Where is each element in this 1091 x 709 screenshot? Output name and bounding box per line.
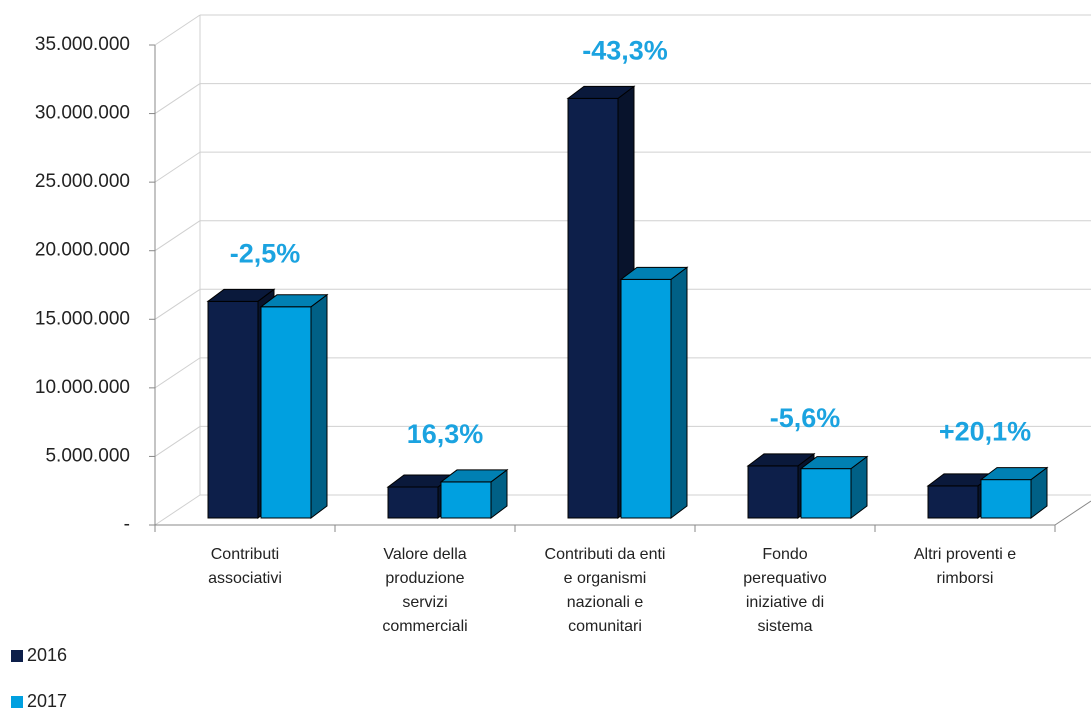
y-tick-label: 20.000.000 [35,240,130,261]
annotation: 16,3% [407,419,484,449]
bar [439,468,509,519]
y-tick-label: 5.000.000 [45,445,130,466]
x-tick-label: sistema [757,618,812,635]
bar-top [619,266,689,280]
bar-front [260,306,312,519]
annotation: +20,1% [939,417,1031,447]
bar [259,293,329,519]
annotation: -43,3% [582,35,668,65]
legend-label: 2017 [27,691,67,709]
bar-front [800,468,852,519]
x-tick-label: commerciali [382,618,467,635]
annotation: -2,5% [230,238,301,268]
bar-front [747,465,799,519]
grid-line [154,220,201,252]
x-tick-label: produzione [385,570,464,587]
bar-top [259,294,329,308]
grid-line [154,83,201,114]
x-tick-label: perequativo [743,570,827,587]
bar-front [620,278,672,519]
bar-front [207,300,259,519]
bar-front [567,97,619,519]
x-tick-label: servizi [402,594,447,611]
annotation: -5,6% [770,403,841,433]
bar-top [206,288,276,302]
bar-side [310,293,328,519]
x-tick-label: Fondo [762,546,807,563]
legend-swatch [11,650,23,662]
x-tick-label: comunitari [568,618,642,635]
x-tick-label: Valore della [383,546,466,563]
x-tick-label: Altri proventi e [914,546,1016,563]
legend-label: 2016 [27,645,67,665]
x-tick-label: Contributi da enti [545,546,666,563]
bar-front [927,485,979,519]
bar [386,474,456,519]
grid-line [154,494,201,526]
bar-top [799,456,869,470]
bar-front [980,479,1032,519]
y-tick-label: 30.000.000 [35,103,130,124]
bar-side [670,266,688,519]
grid-line [154,357,201,389]
bar-top [746,453,816,467]
legend-swatch [11,696,23,708]
x-tick-label: iniziative di [746,594,824,611]
y-tick-label: 10.000.000 [35,377,130,398]
x-axis-depth [1054,500,1091,526]
x-tick-label: nazionali e [567,594,644,611]
bar [619,266,689,519]
grid-line [154,288,201,320]
x-tick-label: Contributi [211,546,279,563]
bar-front [440,481,492,519]
y-tick-label: 25.000.000 [35,171,130,192]
grid-line [154,14,201,46]
grid-line [154,151,201,183]
y-tick-label: 35.000.000 [35,34,130,55]
bar-top [979,467,1049,481]
bar [979,466,1049,519]
x-tick-label: rimborsi [937,570,994,587]
bar-front [387,486,439,519]
x-tick-label: e organismi [564,570,647,587]
y-tick-label: 15.000.000 [35,308,130,329]
x-tick-label: associativi [208,570,282,587]
grid-line [154,426,201,457]
bar-top [439,469,509,483]
bar-top [566,85,636,99]
bar [799,455,869,519]
y-tick-label: - [124,514,130,535]
